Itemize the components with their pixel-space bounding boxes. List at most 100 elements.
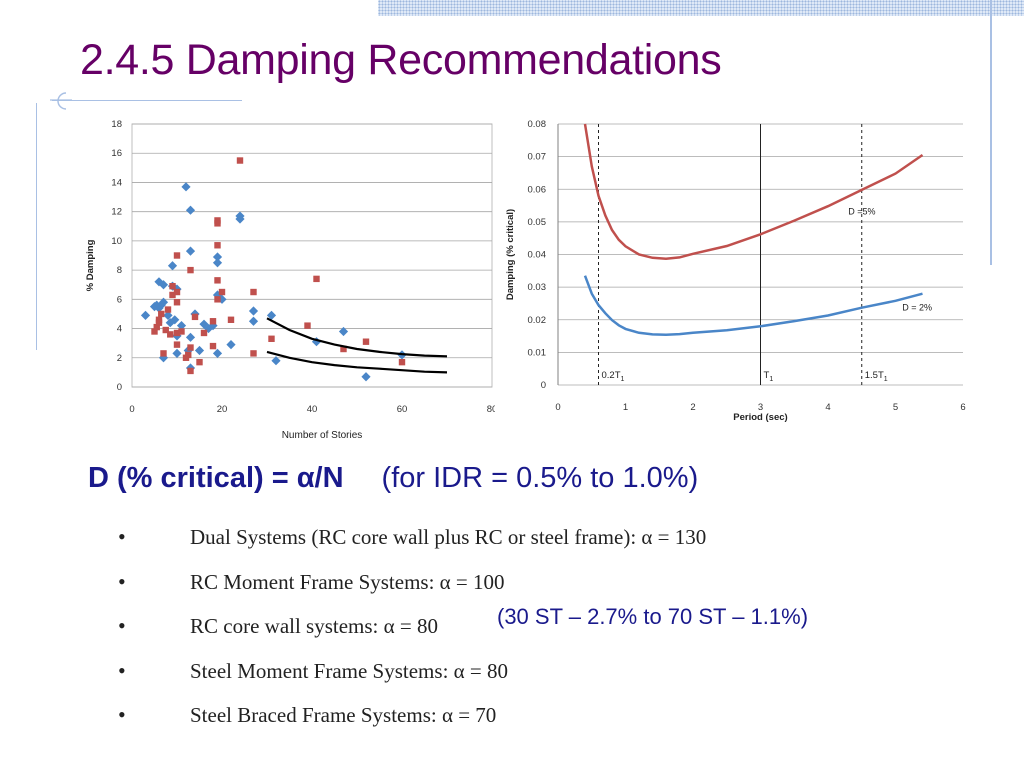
decorative-left-line xyxy=(36,103,37,350)
scatter-point-square xyxy=(313,275,320,283)
scatter-point-diamond xyxy=(140,310,151,321)
scatter-point-diamond xyxy=(271,356,281,366)
y-tick-label: 14 xyxy=(111,177,122,188)
x-tick-label: 5 xyxy=(893,402,898,413)
y-tick-label: 6 xyxy=(117,294,122,305)
slide-title: 2.4.5 Damping Recommendations xyxy=(80,36,722,84)
list-item: Dual Systems (RC core wall plus RC or st… xyxy=(118,520,706,565)
damping-vs-period-chart: 0 0.01 0.02 0.03 0.04 0.05 0.06 0.07 0.08 0 1 2 3 4 5 6… xyxy=(505,119,966,423)
formula-note: (for IDR = 0.5% to 1.0%) xyxy=(381,462,699,494)
scatter-point-square xyxy=(191,313,199,321)
list-item: RC Moment Frame Systems: α = 100 xyxy=(118,565,706,610)
scatter-point-square xyxy=(185,351,192,359)
x-tick-label: 60 xyxy=(397,404,408,415)
x-tick-label: 40 xyxy=(307,404,318,415)
scatter-point-square xyxy=(214,242,221,249)
scatter-point-diamond xyxy=(194,345,205,356)
scatter-point-square xyxy=(362,338,370,345)
decorative-right-line xyxy=(990,0,992,265)
scatter-point-diamond xyxy=(163,310,173,321)
scatter-point-square xyxy=(151,328,158,335)
y-tick-label: 12 xyxy=(111,207,122,218)
scatter-point-square xyxy=(162,326,169,334)
scatter-point-square xyxy=(164,306,172,313)
x-tick-label: 6 xyxy=(960,402,965,413)
x-tick-label: 3 xyxy=(758,402,763,413)
y-tick-label: 0 xyxy=(541,380,546,391)
series-label: D =5% xyxy=(848,206,875,216)
scatter-point-diamond xyxy=(311,337,322,347)
scatter-point-square xyxy=(160,350,167,357)
scatter-point-diamond xyxy=(158,297,169,307)
scatter-point-square xyxy=(200,329,208,337)
scatter-point-square xyxy=(173,341,181,348)
scatter-point-diamond xyxy=(212,252,223,262)
formula-main: D (% critical) = α/N xyxy=(88,462,344,494)
scatter-point-square xyxy=(304,322,311,329)
system-alpha-list: Dual Systems (RC core wall plus RC or st… xyxy=(118,520,706,743)
fit-curve xyxy=(266,317,448,358)
rc-core-wall-range-note: (30 ST – 2.7% to 70 ST – 1.1%) xyxy=(497,604,809,629)
scatter-point-diamond xyxy=(167,261,178,271)
reference-line-label: 1.5T1 xyxy=(865,370,888,383)
scatter-point-square xyxy=(178,328,185,335)
reference-line-label: T1 xyxy=(764,370,774,383)
damping-vs-stories-chart: 0 2 4 6 8 10 12 14 16 18 0 20 40 60 80 Number of Storie… xyxy=(85,119,495,441)
scatter-point-square xyxy=(218,288,226,296)
scatter-point-square xyxy=(398,358,406,366)
scatter-point-diamond xyxy=(338,326,349,337)
scatter-point-diamond xyxy=(212,348,223,358)
x-tick-label: 1 xyxy=(623,402,628,413)
scatter-point-diamond xyxy=(154,303,164,313)
y-tick-label: 0.02 xyxy=(528,315,547,326)
scatter-point-square xyxy=(167,331,174,338)
scatter-point-diamond xyxy=(248,316,259,326)
list-item: Steel Moment Frame Systems: α = 80 xyxy=(118,654,706,699)
y-tick-label: 4 xyxy=(117,324,122,335)
scatter-point-diamond xyxy=(176,321,187,331)
scatter-point-diamond xyxy=(212,258,223,268)
scatter-point-diamond xyxy=(185,205,196,215)
scatter-point-square xyxy=(268,335,275,342)
scatter-point-square xyxy=(236,157,244,164)
series-label: D = 2% xyxy=(902,303,932,313)
y-tick-label: 0.04 xyxy=(528,250,547,261)
scatter-point-square xyxy=(214,277,221,284)
y-axis-label: % Damping xyxy=(85,239,96,291)
y-tick-label: 0.01 xyxy=(528,347,547,358)
list-item: RC core wall systems: α = 80 xyxy=(118,609,706,654)
y-tick-label: 8 xyxy=(117,265,122,276)
scatter-point-diamond xyxy=(185,332,196,342)
scatter-point-square xyxy=(187,367,194,375)
scatter-point-square xyxy=(340,345,347,353)
scatter-point-diamond xyxy=(170,315,180,325)
y-tick-label: 0.03 xyxy=(528,282,547,293)
x-tick-label: 0 xyxy=(555,402,560,413)
scatter-point-diamond xyxy=(361,372,371,382)
crosshair-ornament-icon xyxy=(50,92,72,110)
scatter-point-diamond xyxy=(181,182,191,192)
scatter-point-square xyxy=(173,329,181,337)
y-tick-label: 18 xyxy=(111,119,122,130)
scatter-point-square xyxy=(173,252,181,259)
scatter-point-diamond xyxy=(266,310,277,321)
y-tick-label: 2 xyxy=(117,353,122,364)
scatter-point-square xyxy=(209,342,217,350)
x-tick-label: 20 xyxy=(217,404,228,415)
list-item: Steel Braced Frame Systems: α = 70 xyxy=(118,698,706,743)
x-axis-label: Period (sec) xyxy=(733,412,787,423)
scatter-point-square xyxy=(196,358,203,366)
scatter-point-square xyxy=(153,323,160,331)
scatter-point-square xyxy=(158,310,165,318)
scatter-point-diamond xyxy=(172,348,182,358)
damping-formula: D (% critical) = α/N (for IDR = 0.5% to 1… xyxy=(88,462,698,495)
scatter-point-square xyxy=(173,299,181,306)
title-underline xyxy=(52,100,242,101)
series-line xyxy=(583,123,924,260)
x-tick-label: 80 xyxy=(487,404,495,415)
scatter-point-square xyxy=(155,319,163,326)
scatter-point-square xyxy=(214,296,221,303)
scatter-point-square xyxy=(173,288,181,296)
y-tick-label: 16 xyxy=(111,148,122,159)
y-tick-label: 0.07 xyxy=(528,152,547,163)
